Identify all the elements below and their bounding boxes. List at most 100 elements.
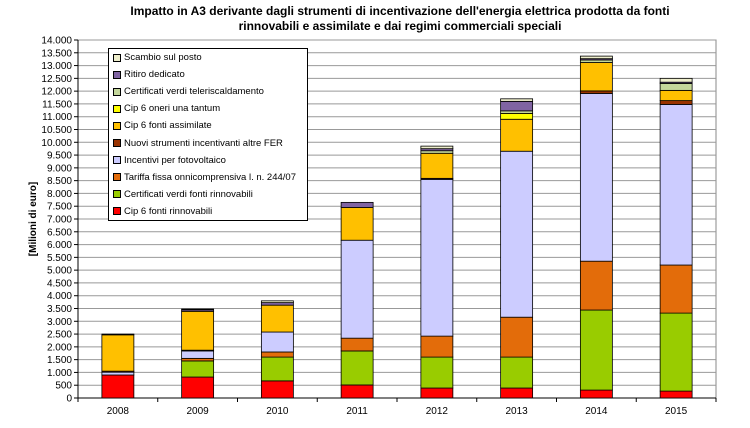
- y-tick-label: 6.500: [47, 227, 72, 238]
- bar-segment: [659, 100, 693, 105]
- y-tick-label: 11.000: [42, 112, 72, 123]
- y-tick-label: 8.500: [47, 176, 72, 187]
- y-tick-label: 14.000: [41, 36, 72, 47]
- y-tick-label: 12.500: [41, 74, 72, 85]
- legend-item: Cip 6 oneri una tantum: [109, 100, 307, 117]
- y-tick-label: 1.000: [47, 368, 72, 379]
- legend-item: Cip 6 fonti assimilate: [109, 117, 307, 134]
- legend-item: Incentivi per fotovoltaico: [109, 152, 307, 169]
- y-tick-label: 8.000: [47, 189, 72, 200]
- bar-segment: [260, 356, 294, 382]
- y-tick-label: 9.000: [47, 163, 72, 174]
- legend-swatch: [113, 104, 121, 113]
- y-tick-label: 1.500: [47, 355, 72, 366]
- bar-segment: [420, 335, 454, 358]
- bar-segment: [579, 55, 613, 60]
- legend-label: Cip 6 fonti rinnovabili: [124, 205, 213, 217]
- bar-segment: [659, 77, 693, 83]
- bar-segment: [340, 207, 374, 241]
- y-tick-label: 4.500: [47, 278, 72, 289]
- legend-label: Incentivi per fotovoltaico: [124, 154, 226, 166]
- legend-item: Certificati verdi fonti rinnovabili: [109, 186, 307, 203]
- legend-label: Scambio sul posto: [124, 52, 202, 64]
- legend-item: Certificati verdi teleriscaldamento: [109, 83, 307, 100]
- y-tick-label: 12.000: [41, 87, 72, 98]
- bar-segment: [181, 360, 215, 378]
- legend: Scambio sul posto Ritiro dedicato Certific…: [108, 48, 308, 221]
- y-tick-label: 2.500: [47, 330, 72, 341]
- legend-item: Tariffa fissa onnicomprensiva l. n. 244/…: [109, 169, 307, 186]
- y-tick-label: 9.500: [47, 151, 72, 162]
- bar-segment: [579, 309, 613, 391]
- bar-segment: [579, 62, 613, 92]
- legend-label: Certificati verdi teleriscaldamento: [124, 86, 264, 98]
- y-tick-label: 13.000: [41, 61, 72, 72]
- bar-segment: [340, 350, 374, 386]
- bar-segment: [420, 178, 454, 337]
- y-tick-label: 4.000: [47, 291, 72, 302]
- bar-segment: [579, 389, 613, 399]
- bar-segment: [260, 351, 294, 358]
- legend-swatch: [113, 190, 121, 199]
- legend-item: Scambio sul posto: [109, 49, 307, 66]
- x-tick-label: 2011: [346, 406, 368, 417]
- bar-segment: [659, 390, 693, 399]
- bar-segment: [500, 356, 534, 389]
- bar-segment: [659, 89, 693, 102]
- y-tick-label: 0: [66, 394, 72, 405]
- bar-segment: [260, 304, 294, 333]
- y-tick-label: 13.500: [41, 48, 72, 59]
- legend-label: Tariffa fissa onnicomprensiva l. n. 244/…: [124, 171, 296, 183]
- bar-segment: [181, 310, 215, 351]
- bar-segment: [500, 316, 534, 358]
- legend-item: Nuovi strumenti incentivanti altre FER: [109, 134, 307, 151]
- x-tick-label: 2014: [585, 406, 608, 417]
- legend-swatch: [113, 207, 121, 216]
- bar-segment: [500, 112, 534, 120]
- legend-swatch: [113, 53, 121, 62]
- y-tick-label: 10.000: [41, 138, 72, 149]
- legend-swatch: [113, 121, 121, 130]
- y-tick-label: 2.000: [47, 342, 72, 353]
- y-tick-label: 3.000: [47, 317, 72, 328]
- x-tick-label: 2013: [506, 406, 529, 417]
- bar-segment: [420, 145, 454, 150]
- bar-segment: [260, 380, 294, 399]
- x-tick-label: 2015: [665, 406, 688, 417]
- bar-segment: [579, 260, 613, 311]
- bar-segment: [340, 201, 374, 208]
- y-tick-label: 7.000: [47, 215, 72, 226]
- bar-segment: [500, 387, 534, 399]
- legend-label: Cip 6 fonti assimilate: [124, 120, 212, 132]
- legend-swatch: [113, 156, 121, 165]
- legend-label: Cip 6 oneri una tantum: [124, 103, 221, 115]
- x-tick-label: 2009: [187, 406, 210, 417]
- legend-label: Nuovi strumenti incentivanti altre FER: [124, 137, 283, 149]
- bar-segment: [340, 337, 374, 352]
- bar-segment: [420, 387, 454, 399]
- bar-segment: [579, 93, 613, 262]
- bar-segment: [500, 100, 534, 112]
- y-tick-label: 6.000: [47, 240, 72, 251]
- legend-swatch: [113, 139, 121, 148]
- bar-segment: [101, 371, 135, 376]
- y-tick-label: 11.500: [42, 99, 72, 110]
- bar-segment: [181, 350, 215, 359]
- bar-segment: [659, 104, 693, 266]
- y-tick-label: 7.500: [47, 202, 72, 213]
- bar-segment: [420, 152, 454, 179]
- y-tick-label: 5.500: [47, 253, 72, 264]
- legend-item: Cip 6 fonti rinnovabili: [109, 203, 307, 220]
- bar-segment: [260, 300, 294, 304]
- y-axis-label: [Milioni di euro]: [28, 182, 39, 256]
- bar-segment: [181, 376, 215, 399]
- bar-segment: [420, 356, 454, 389]
- legend-swatch: [113, 70, 121, 79]
- legend-label: Certificati verdi fonti rinnovabili: [124, 188, 253, 200]
- legend-swatch: [113, 87, 121, 96]
- y-tick-label: 3.500: [47, 304, 72, 315]
- bar-segment: [340, 384, 374, 399]
- bar-segment: [101, 334, 135, 372]
- y-tick-label: 5.000: [47, 266, 72, 277]
